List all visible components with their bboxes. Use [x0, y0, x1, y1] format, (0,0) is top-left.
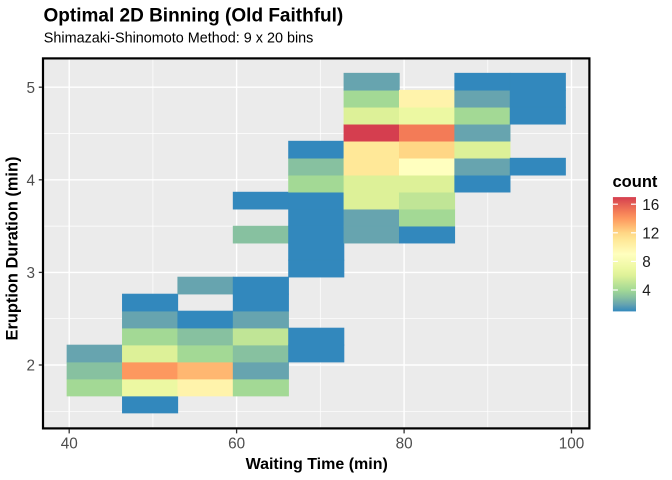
svg-text:3: 3 [26, 265, 35, 282]
svg-text:Optimal 2D Binning (Old Faithf: Optimal 2D Binning (Old Faithful) [44, 5, 344, 26]
svg-text:Waiting Time (min): Waiting Time (min) [246, 456, 388, 473]
svg-text:4: 4 [642, 283, 651, 300]
svg-text:2: 2 [26, 358, 35, 375]
svg-text:4: 4 [26, 172, 35, 189]
svg-text:8: 8 [642, 254, 651, 271]
svg-text:60: 60 [228, 436, 245, 453]
svg-text:count: count [613, 173, 658, 191]
svg-text:40: 40 [61, 436, 78, 453]
svg-text:Shimazaki-Shinomoto Method: 9: Shimazaki-Shinomoto Method: 9 x 20 bins [44, 31, 314, 47]
svg-text:16: 16 [642, 197, 659, 214]
svg-text:5: 5 [26, 80, 35, 97]
svg-text:12: 12 [642, 225, 659, 242]
svg-text:Eruption Duration (min): Eruption Duration (min) [4, 157, 22, 341]
svg-text:100: 100 [559, 436, 585, 453]
svg-text:80: 80 [396, 436, 413, 453]
